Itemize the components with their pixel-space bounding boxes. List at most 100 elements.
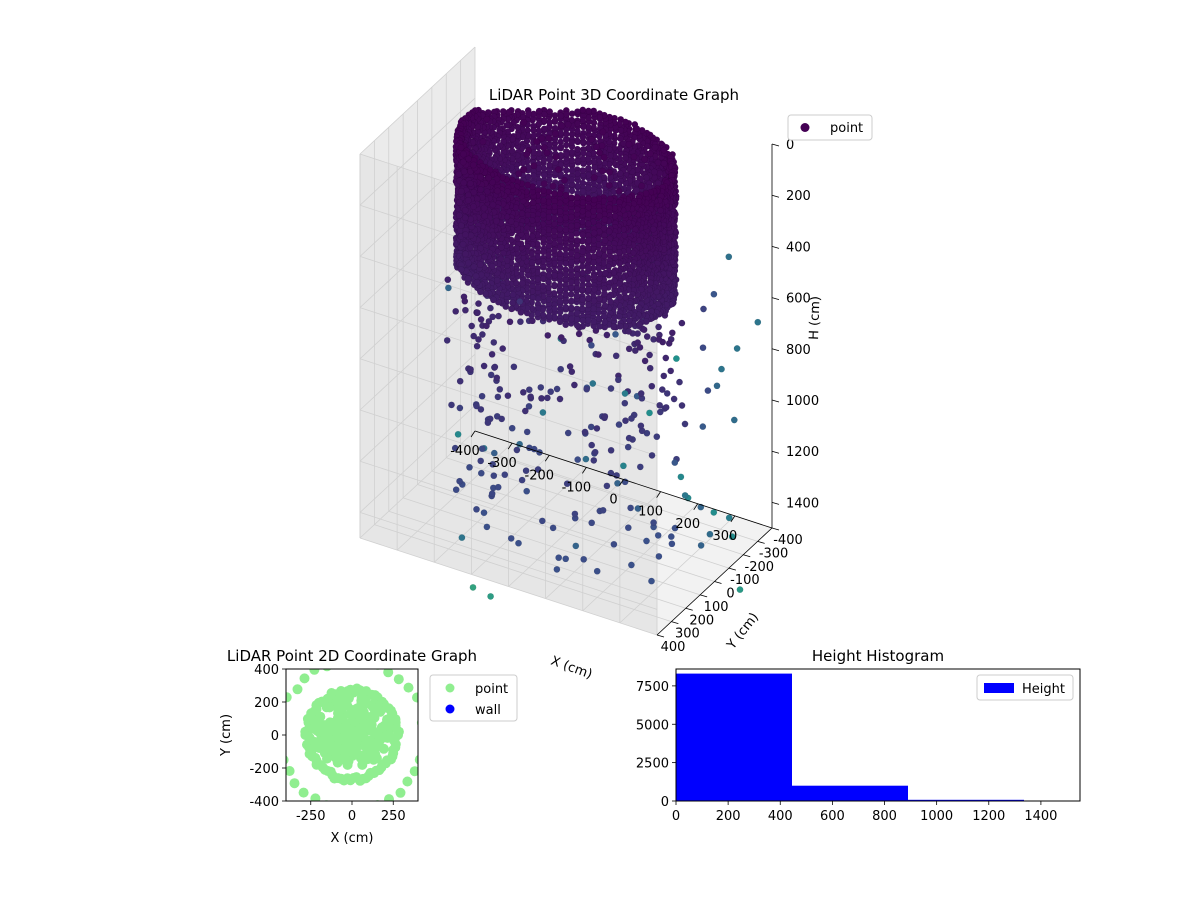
data-point-3d — [650, 168, 658, 176]
legend-hist-label-height: Height — [1022, 682, 1065, 697]
histogram-bars — [676, 673, 1024, 801]
data-point-3d — [656, 408, 664, 416]
data-point-3d — [599, 128, 607, 136]
data-point-3d — [562, 130, 570, 138]
data-point-3d — [443, 336, 451, 344]
y-tick-label-hist: 2500 — [636, 757, 669, 772]
data-point-2d — [365, 723, 376, 734]
data-point-3d — [600, 245, 608, 253]
data-point-3d — [585, 236, 592, 244]
data-point-3d — [625, 345, 633, 353]
chart-3d-title: LiDAR Point 3D Coordinate Graph — [489, 86, 739, 104]
legend-2d-label-point: point — [475, 682, 508, 697]
data-point-3d — [593, 143, 600, 151]
y-tick-label-2d: 400 — [254, 663, 279, 678]
data-point-3d — [527, 393, 534, 401]
data-point-3d — [630, 153, 638, 161]
data-point-3d — [478, 392, 486, 400]
y-tick-3d — [656, 634, 665, 638]
data-point-2d — [322, 753, 332, 764]
data-point-3d — [588, 135, 595, 143]
data-point-3d — [573, 292, 581, 300]
data-point-3d — [520, 118, 528, 126]
data-point-3d — [464, 196, 472, 204]
data-point-3d — [625, 434, 633, 442]
data-point-2d — [402, 776, 413, 787]
data-point-3d — [467, 244, 474, 252]
data-point-3d — [462, 250, 469, 258]
data-point-3d — [475, 300, 482, 307]
data-point-3d — [628, 415, 635, 422]
data-point-3d — [617, 135, 624, 143]
x-tick-label-hist: 1000 — [920, 809, 953, 824]
data-point-2d — [324, 734, 335, 745]
data-point-3d — [483, 322, 490, 330]
data-point-3d — [556, 259, 564, 267]
data-point-3d — [601, 412, 609, 420]
data-point-3d — [616, 169, 624, 177]
data-point-3d — [521, 407, 529, 415]
data-point-3d — [593, 424, 601, 432]
data-point-3d — [590, 229, 598, 237]
y-tick-label-hist: 0 — [661, 795, 669, 810]
data-point-3d — [473, 342, 481, 350]
data-point-3d — [510, 363, 518, 371]
data-point-3d — [590, 196, 598, 204]
data-point-3d — [557, 112, 565, 120]
data-point-3d — [662, 354, 670, 362]
data-point-3d — [477, 316, 485, 323]
z-tick-3d — [771, 502, 780, 505]
legend-marker-point — [800, 123, 810, 132]
data-point-3d — [562, 303, 570, 311]
data-point-3d — [538, 394, 545, 402]
data-point-3d — [493, 374, 501, 382]
data-point-3d — [509, 291, 517, 298]
data-point-3d — [733, 345, 741, 352]
data-point-3d — [538, 517, 546, 525]
data-point-3d — [473, 505, 480, 513]
data-point-3d — [562, 270, 570, 278]
data-point-3d — [519, 388, 527, 396]
data-point-3d — [606, 168, 613, 176]
data-point-2d — [333, 723, 344, 734]
data-point-3d — [459, 150, 467, 158]
data-point-3d — [655, 323, 662, 331]
data-point-3d — [573, 205, 581, 213]
scatter-points-2d — [286, 669, 418, 801]
data-point-3d — [637, 422, 645, 430]
data-point-2d — [382, 732, 393, 743]
data-point-3d — [480, 509, 488, 517]
data-point-3d — [454, 430, 462, 438]
data-point-3d — [628, 561, 635, 569]
data-point-2d — [321, 702, 332, 713]
data-point-3d — [573, 322, 581, 329]
data-point-3d — [636, 343, 644, 351]
data-point-3d — [588, 341, 595, 349]
y-tick-label-3d: 400 — [661, 640, 686, 655]
data-point-3d — [457, 187, 465, 195]
data-point-3d — [562, 226, 570, 234]
data-point-3d — [568, 110, 576, 118]
data-point-3d — [656, 401, 664, 409]
data-point-3d — [579, 276, 587, 284]
data-point-3d — [641, 155, 649, 163]
z-tick-3d — [771, 194, 780, 198]
data-point-3d — [627, 504, 634, 512]
data-point-3d — [544, 331, 552, 339]
data-point-3d — [624, 443, 632, 451]
data-point-3d — [550, 214, 558, 222]
y-tick-label-2d: 0 — [271, 729, 279, 744]
data-point-3d — [568, 213, 575, 221]
data-point-2d — [384, 794, 394, 801]
y-tick-label-2d: -200 — [249, 762, 279, 777]
data-point-3d — [653, 433, 661, 441]
data-point-2d — [333, 708, 343, 719]
data-point-3d — [564, 429, 572, 437]
data-point-3d — [599, 167, 607, 175]
data-point-3d — [665, 339, 673, 347]
data-point-3d — [556, 308, 564, 316]
gridline — [359, 302, 476, 411]
data-point-3d — [710, 509, 718, 516]
data-point-3d — [525, 110, 533, 118]
data-point-3d — [551, 281, 558, 289]
